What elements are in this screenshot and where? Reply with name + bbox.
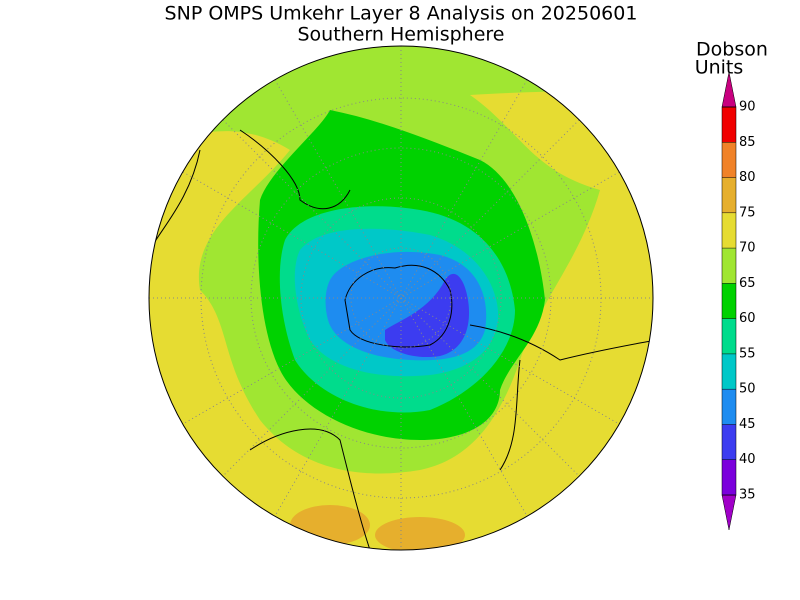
colorbar-segment <box>722 318 736 354</box>
map-title: SNP OMPS Umkehr Layer 8 Analysis on 2025… <box>165 3 638 25</box>
colorbar-segment <box>722 248 736 284</box>
colorbar-segment <box>722 353 736 390</box>
map-border <box>148 45 654 551</box>
field-orange <box>375 517 465 550</box>
colorbar-under <box>721 494 737 531</box>
map <box>149 46 653 550</box>
colorbar-tick-label: 60 <box>739 311 756 326</box>
colorbar-tick-label: 70 <box>739 241 756 256</box>
colorbar-segment <box>722 177 736 213</box>
latitude-circle <box>350 247 452 349</box>
colorbar-tick-label: 40 <box>739 452 756 467</box>
colorbar: 35 40 45 50 55 60 65 70 75 80 85 90 <box>721 71 756 531</box>
coastline <box>469 324 653 471</box>
coastline <box>249 428 371 550</box>
colorbar-tick-label: 75 <box>739 205 756 220</box>
map-subtitle: Southern Hemisphere <box>297 24 504 46</box>
colorbar-tick-label: 90 <box>739 100 756 115</box>
colorbar-segment <box>722 283 736 319</box>
colorbar-segment <box>722 424 736 460</box>
colorbar-tick-label: 85 <box>739 135 756 150</box>
field-dark-blue <box>385 273 470 358</box>
coastline <box>344 264 453 348</box>
colorbar-label: Units <box>695 57 744 79</box>
colorbar-tick-label: 35 <box>739 488 756 503</box>
colorbar-segment <box>722 389 736 425</box>
colorbar-tick-label: 80 <box>739 170 756 185</box>
meridian <box>149 46 653 550</box>
colorbar-tick-label: 55 <box>739 346 756 361</box>
colorbar-segment <box>722 142 736 178</box>
colorbar-tick-label: 65 <box>739 276 756 291</box>
latitude-circle <box>250 147 552 449</box>
colorbar-segment <box>722 212 736 249</box>
colorbar-tick-label: 45 <box>739 417 756 432</box>
colorbar-segment <box>722 459 736 495</box>
colorbar-tick-label: 50 <box>739 382 756 397</box>
colorbar-label: Dobson <box>696 39 768 61</box>
colorbar-segment <box>722 107 736 143</box>
